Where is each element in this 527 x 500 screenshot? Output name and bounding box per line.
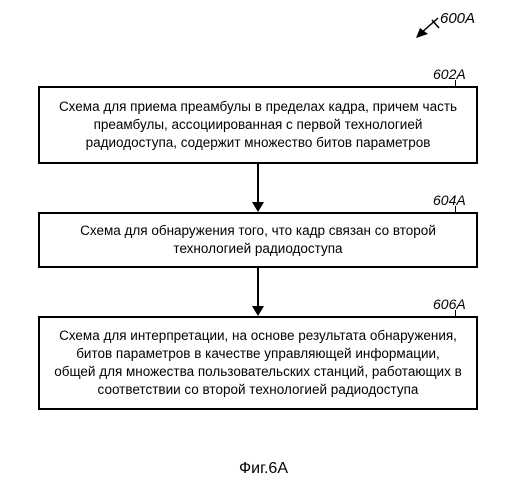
flow-node-604a: Схема для обнаружения того, что кадр свя… [38, 212, 478, 268]
node-label-602a: 602A [433, 66, 466, 82]
flow-node-604a-text: Схема для обнаружения того, что кадр свя… [52, 222, 464, 258]
figure-caption: Фиг.6A [0, 460, 527, 478]
connector-602a-604a [252, 164, 264, 212]
flow-node-606a-text: Схема для интерпретации, на основе резул… [52, 327, 464, 400]
connector-604a-606a [252, 268, 264, 316]
node-label-604a: 604A [433, 192, 466, 208]
flow-node-602a: Схема для приема преамбулы в пределах ка… [38, 86, 478, 164]
flowchart-canvas: 600A 602A Схема для приема преамбулы в п… [0, 0, 527, 500]
node-label-606a: 606A [433, 296, 466, 312]
figure-id-arrow [416, 16, 442, 38]
figure-id-label: 600A [440, 10, 475, 27]
flow-node-602a-text: Схема для приема преамбулы в пределах ка… [52, 98, 464, 153]
flow-node-606a: Схема для интерпретации, на основе резул… [38, 316, 478, 410]
